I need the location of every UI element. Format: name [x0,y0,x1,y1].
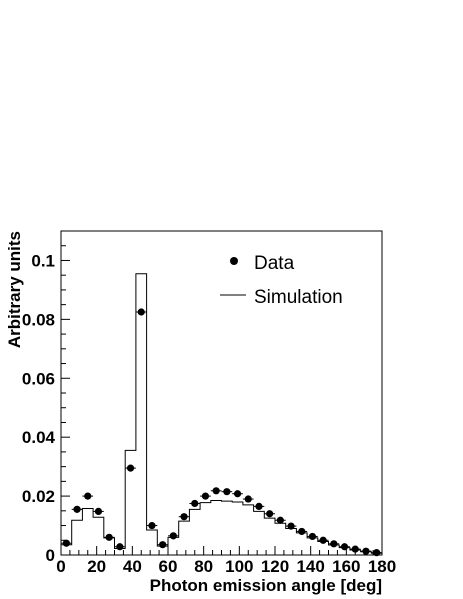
legend: Data Simulation [220,253,343,308]
y-tick-label: 0.1 [31,251,55,270]
x-tick-label: 140 [296,557,324,576]
data-point [180,513,188,521]
x-axis-title: Photon emission angle [deg] [150,576,382,595]
x-tick-label: 120 [261,557,289,576]
data-point [73,505,81,513]
data-point [266,510,274,518]
data-point [137,308,145,316]
data-point [287,522,295,530]
data-point [244,495,252,503]
data-point [319,536,327,544]
data-point [191,499,199,508]
data-point [126,464,135,472]
x-tick-label: 160 [332,557,360,576]
data-point [84,492,92,500]
data-point [351,545,359,553]
data-point [373,549,381,557]
y-tick-label: 0.08 [22,310,55,329]
data-point [308,532,317,541]
data-point [159,541,167,549]
x-tick-label: 100 [225,557,253,576]
legend-data-label: Data [254,253,295,274]
y-axis-title: Arbitrary units [5,231,24,348]
simulation-series [60,273,383,555]
data-point [212,487,220,495]
x-tick-label: 40 [123,557,142,576]
y-tick-label: 0.06 [22,369,55,388]
x-tick-label: 20 [87,557,106,576]
data-point [62,539,70,547]
x-tick-label: 60 [159,557,178,576]
data-point [276,516,284,524]
data-point [105,533,113,541]
plot-frame [60,230,383,556]
x-tick-label: 80 [194,557,213,576]
data-point [298,527,306,536]
data-layer [61,308,382,557]
simulation-layer [60,273,383,555]
legend-simulation-label: Simulation [254,287,343,308]
data-point [340,543,349,551]
data-point [255,502,263,510]
data-point [148,521,156,530]
data-point [223,488,231,496]
data-point [330,540,338,548]
y-tick-label: 0 [46,546,55,565]
y-tick-label: 0.04 [22,428,56,447]
legend-data-marker [230,257,238,265]
tick-labels: 0 20 40 60 80 100 120 140 160 180 0 0.02 0.04 0.06 0.0… [22,251,396,576]
data-point [362,547,370,555]
y-tick-label: 0.02 [22,487,55,506]
data-point [169,532,177,540]
axis-ticks [60,230,383,556]
data-point [116,543,124,551]
data-point [201,492,210,500]
x-tick-label: 180 [368,557,396,576]
data-point [94,507,103,516]
data-point [233,490,242,498]
x-tick-label: 0 [56,557,65,576]
